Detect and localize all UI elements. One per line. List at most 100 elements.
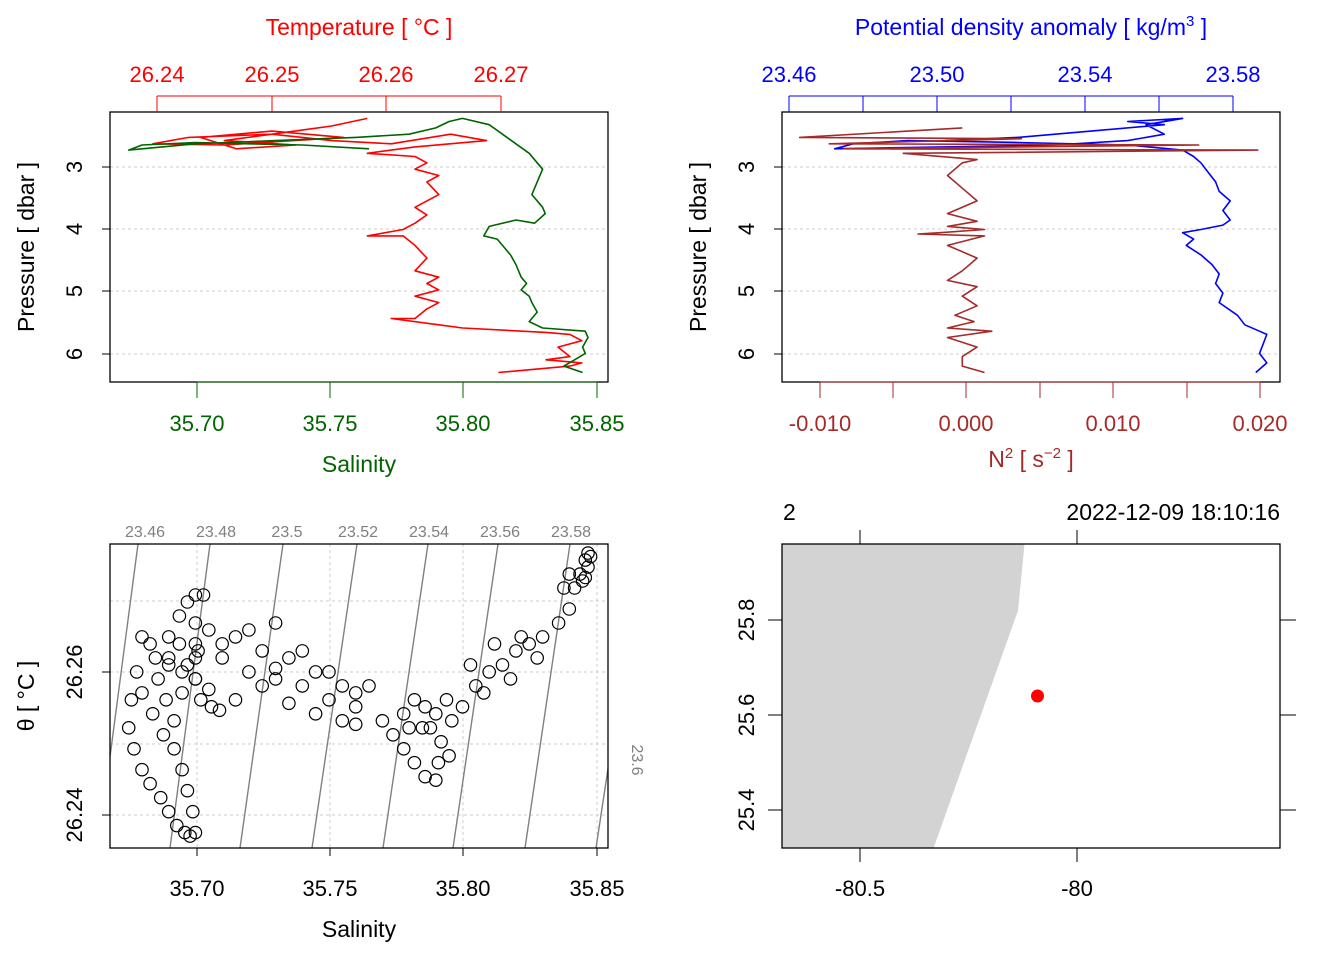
plot-frame	[109, 111, 609, 383]
tick-label: 35.70	[169, 411, 224, 436]
density-contour	[595, 764, 608, 848]
salinity-axis: 35.70 35.75 35.80 35.85 Salinity	[169, 381, 625, 477]
panel-station-map: -80.5 -80 25.4 25.6 25.8 2 2022-12-09 18…	[734, 499, 1296, 901]
station-label: 2	[783, 499, 796, 525]
ts-point	[135, 762, 149, 777]
tick-label: 35.80	[435, 876, 490, 901]
tick-label: 26.26	[358, 62, 413, 87]
ts-point	[204, 699, 219, 714]
ts-point	[434, 734, 448, 749]
ts-point	[188, 616, 203, 630]
ts-point	[212, 703, 227, 718]
tick-label: 35.70	[169, 876, 224, 901]
tick-label: 26.26	[62, 644, 87, 699]
ts-point	[415, 720, 430, 735]
ts-point	[228, 692, 243, 707]
tick-label: 35.80	[435, 411, 490, 436]
ts-point	[509, 644, 523, 658]
ts-point	[530, 651, 544, 665]
temperature-axis: 26.24 26.25 26.26 26.27 Temperature [ °C…	[129, 14, 529, 112]
ts-point	[418, 699, 432, 714]
tick-label: 23.58	[1205, 62, 1260, 87]
density-contours	[110, 544, 608, 848]
temperature-line	[152, 117, 583, 374]
station-marker	[1031, 689, 1044, 703]
ts-point	[578, 570, 593, 585]
profile-lines	[798, 117, 1268, 374]
ts-point	[308, 665, 323, 679]
ts-point	[188, 672, 203, 686]
ts-point	[175, 762, 189, 777]
ts-point	[172, 609, 187, 623]
tick-label: 4	[734, 223, 759, 235]
title-suffix: ]	[1194, 14, 1207, 40]
ts-point	[482, 665, 496, 679]
ts-point	[322, 692, 336, 707]
tick-label: 0.000	[938, 411, 993, 436]
x-axis-title: Salinity	[322, 916, 397, 942]
ts-point	[375, 713, 390, 728]
panel-ts-diagram: 23.46 23.48 23.5 23.52 23.54 23.56 23.58…	[13, 524, 645, 942]
ts-point	[423, 720, 438, 735]
bottom-axis-title: N2 [ s−2 ]	[988, 445, 1074, 472]
ts-point	[583, 549, 598, 564]
ts-point	[172, 637, 187, 651]
ts-point	[175, 686, 189, 700]
ts-point	[161, 658, 176, 672]
tick-label: 26.24	[129, 62, 184, 87]
contour-label: 23.48	[196, 524, 236, 541]
y-axis: 26.24 26.26 θ [ °C ]	[13, 644, 110, 843]
n2-axis: -0.010 0.000 0.010 0.020 N2 [ s−2 ]	[789, 381, 1288, 472]
profile-lines	[127, 117, 589, 374]
ts-point	[562, 567, 577, 581]
tick-label: 0.020	[1232, 411, 1287, 436]
density-contour	[239, 544, 284, 848]
tick-label: 4	[62, 223, 87, 235]
tick-label: -80.5	[835, 876, 885, 901]
land-mass	[782, 544, 1025, 848]
ts-point	[396, 706, 411, 721]
ts-point	[468, 679, 483, 693]
ts-point	[455, 699, 470, 714]
contour-label: 23.54	[409, 524, 449, 541]
ts-point	[348, 717, 363, 732]
tick-label: 35.85	[569, 411, 624, 436]
tick-label: 6	[734, 348, 759, 360]
ts-point	[335, 679, 350, 693]
ts-point	[581, 546, 595, 560]
ts-point	[228, 630, 243, 644]
contour-label: 23.52	[338, 524, 378, 541]
ts-point	[557, 581, 571, 595]
contour-label: 23.6	[628, 744, 645, 775]
density-contour	[169, 544, 211, 848]
ts-point	[161, 651, 176, 665]
ts-point	[522, 637, 536, 651]
density-contour	[110, 544, 139, 763]
ts-point	[535, 630, 550, 644]
contour-label: 23.56	[480, 524, 520, 541]
plot-frame	[781, 543, 1281, 849]
ts-point	[129, 665, 144, 679]
ts-point	[202, 682, 216, 697]
ts-point	[407, 692, 422, 707]
ts-point	[268, 672, 283, 686]
ts-point	[242, 623, 256, 637]
ts-point	[386, 727, 400, 742]
tick-label: 26.25	[244, 62, 299, 87]
ts-point	[407, 755, 422, 770]
ts-point	[362, 679, 376, 693]
ts-point	[476, 686, 491, 700]
ts-point	[180, 658, 195, 672]
panel-density-n2: 3 4 5 6 Pressure [ dbar ] 23.46 23.50 23…	[685, 13, 1288, 472]
n2-line	[798, 127, 1259, 374]
contour-label: 23.46	[125, 524, 165, 541]
tick-label: 26.27	[473, 62, 528, 87]
ts-point	[322, 665, 336, 679]
ts-point	[188, 637, 203, 651]
salinity-line	[127, 117, 589, 374]
density-axis: 23.46 23.50 23.54 23.58 Potential densit…	[761, 13, 1261, 112]
ts-point	[124, 692, 139, 707]
ts-point	[348, 699, 363, 714]
ts-point	[159, 692, 173, 707]
ts-point	[135, 630, 149, 644]
